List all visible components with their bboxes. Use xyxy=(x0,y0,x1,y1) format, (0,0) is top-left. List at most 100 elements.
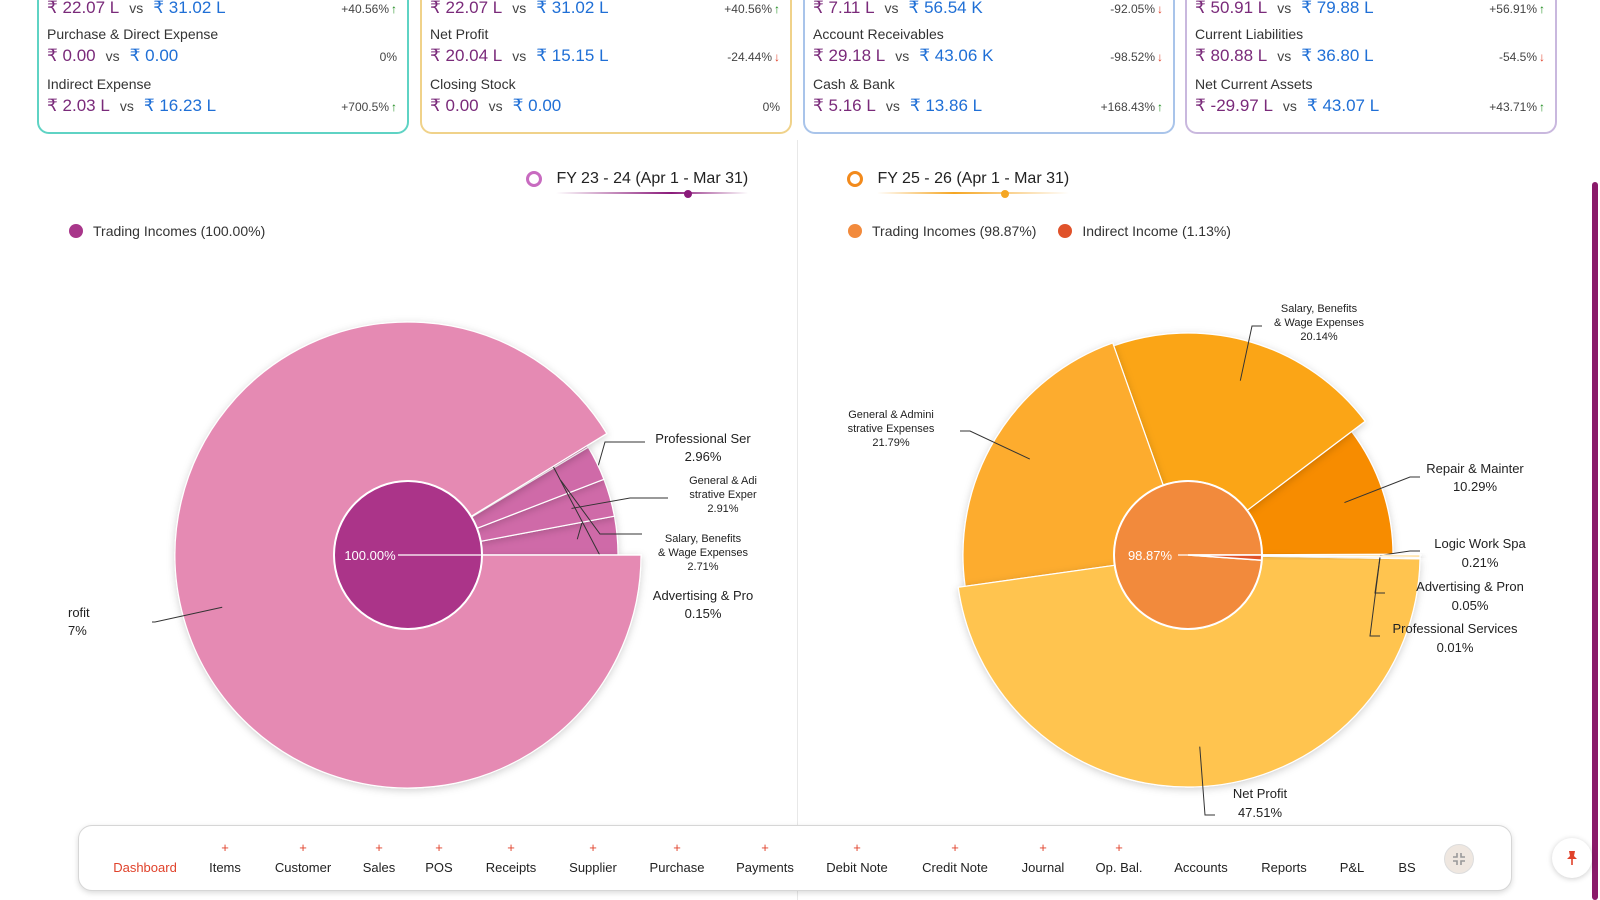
metric-values: ₹ -29.97 L vs ₹ 43.07 L xyxy=(1195,96,1379,116)
inner-pie-label: 98.87% xyxy=(1128,548,1173,563)
nav-item-pos[interactable]: + POS xyxy=(425,826,452,890)
slice-label: 2.71% xyxy=(687,561,718,573)
arrow-up-icon: ↑ xyxy=(1157,100,1163,114)
plus-icon[interactable]: + xyxy=(673,840,681,855)
nav-item-journal[interactable]: + Journal xyxy=(1022,826,1065,890)
slice-label-leader xyxy=(560,480,642,535)
nav-item-credit-note[interactable]: + Credit Note xyxy=(922,826,988,890)
slice-label: 0.21% xyxy=(1462,555,1499,570)
metric-label: Account Receivables xyxy=(813,26,944,42)
current-value: ₹ 0.00 xyxy=(129,46,179,65)
nav-item-payments[interactable]: + Payments xyxy=(736,826,794,890)
card-metric-row: Purchase & Direct Expense ₹ 0.00 vs ₹ 0.00 0… xyxy=(47,18,397,66)
change-percent: +700.5% ↑ xyxy=(341,100,397,114)
nav-item-supplier[interactable]: + Supplier xyxy=(569,826,617,890)
nav-item-purchase[interactable]: + Purchase xyxy=(650,826,705,890)
nav-spacer xyxy=(1340,840,1365,856)
current-value: ₹ 36.80 L xyxy=(1301,46,1374,65)
pin-button[interactable] xyxy=(1552,838,1592,878)
collapse-arrows-icon[interactable] xyxy=(1444,844,1474,874)
slice-label-leader xyxy=(1239,325,1262,381)
nav-label: Accounts xyxy=(1174,860,1228,875)
nav-item-op-bal[interactable]: + Op. Bal. xyxy=(1096,826,1143,890)
nav-item-sales[interactable]: + Sales xyxy=(363,826,396,890)
vs-label: vs xyxy=(884,0,899,16)
pie-chart-fy23-24: Professional Ser 2.96% General & Adi strati… xyxy=(68,321,757,789)
vs-label: vs xyxy=(512,0,527,16)
nav-item-accounts[interactable]: Accounts xyxy=(1174,826,1227,890)
previous-value: ₹ 5.16 L xyxy=(813,96,876,115)
fy-title-left: FY 23 - 24 (Apr 1 - Mar 31) xyxy=(556,170,749,187)
slice-label: Professional Services xyxy=(1393,621,1518,636)
scrollbar[interactable] xyxy=(1592,182,1598,900)
fy-selector-left[interactable]: FY 23 - 24 (Apr 1 - Mar 31) xyxy=(526,170,749,198)
nav-item-items[interactable]: + Items xyxy=(209,826,241,890)
arrow-up-icon: ↑ xyxy=(774,2,780,16)
plus-icon[interactable]: + xyxy=(221,840,229,855)
plus-icon[interactable]: + xyxy=(853,840,861,855)
current-value: ₹ 43.06 K xyxy=(919,46,994,65)
metric-label: Net Current Assets xyxy=(1195,76,1313,92)
card-metric-row: Indirect Expense ₹ 2.03 L vs ₹ 16.23 L +700.… xyxy=(47,68,397,116)
arrow-up-icon: ↑ xyxy=(391,100,397,114)
slice-label-leader xyxy=(960,430,1031,460)
slice-label-leader xyxy=(1379,550,1420,556)
slice-label: 7% xyxy=(68,623,87,638)
fy-selector-right[interactable]: FY 25 - 26 (Apr 1 - Mar 31) xyxy=(847,170,1070,198)
nav-item-customer[interactable]: + Customer xyxy=(275,826,331,890)
slice-label-leader xyxy=(1199,746,1215,816)
plus-icon[interactable]: + xyxy=(507,840,515,855)
summary-card-3[interactable]: ₹ 7.11 L vs ₹ 56.54 K -92.05% ↓ Account Recei… xyxy=(803,0,1175,134)
summary-card-4[interactable]: ₹ 50.91 L vs ₹ 79.88 L +56.91% ↑ Current Liab… xyxy=(1185,0,1557,134)
legend-item[interactable]: Indirect Income (1.13%) xyxy=(1058,223,1231,239)
slice-label: 2.96% xyxy=(685,449,722,464)
card-metric-row: ₹ 7.11 L vs ₹ 56.54 K -92.05% ↓ xyxy=(813,0,1163,36)
legend-item[interactable]: Trading Incomes (98.87%) xyxy=(848,223,1036,239)
nav-item-dashboard[interactable]: Dashboard xyxy=(113,826,177,890)
current-value: ₹ 31.02 L xyxy=(153,0,226,17)
plus-icon[interactable]: + xyxy=(761,840,769,855)
nav-item-reports[interactable]: Reports xyxy=(1261,826,1307,890)
nav-item-p-l[interactable]: P&L xyxy=(1340,826,1365,890)
slice-label: Repair & Mainter xyxy=(1426,461,1524,476)
metric-label: Indirect Expense xyxy=(47,76,152,92)
plus-icon[interactable]: + xyxy=(1039,840,1047,855)
metric-label: Purchase & Direct Expense xyxy=(47,26,219,42)
slice-label: Advertising & Pro xyxy=(653,588,753,603)
plus-icon[interactable]: + xyxy=(435,840,443,855)
nav-label: Customer xyxy=(274,860,332,875)
plus-icon[interactable]: + xyxy=(375,840,383,855)
legend-left: Trading Incomes (100.00%) xyxy=(69,223,283,241)
plus-icon[interactable]: + xyxy=(589,840,597,855)
nav-item-debit-note[interactable]: + Debit Note xyxy=(826,826,887,890)
slice-label: 0.05% xyxy=(1452,598,1489,613)
change-percent: +43.71% ↑ xyxy=(1489,100,1545,114)
previous-value: ₹ 50.91 L xyxy=(1195,0,1268,17)
nav-label: Purchase xyxy=(649,860,705,875)
change-percent: +40.56% ↑ xyxy=(341,2,397,16)
vs-label: vs xyxy=(129,0,144,16)
change-percent: 0% xyxy=(762,100,780,114)
change-percent: -92.05% ↓ xyxy=(1110,2,1163,16)
vs-label: vs xyxy=(488,98,503,114)
plus-icon[interactable]: + xyxy=(1115,840,1123,855)
metric-values: ₹ 0.00 vs ₹ 0.00 xyxy=(47,46,178,66)
vs-label: vs xyxy=(512,48,527,64)
metric-values: ₹ 22.07 L vs ₹ 31.02 L xyxy=(430,0,609,18)
nav-item-bs[interactable]: BS xyxy=(1398,826,1415,890)
previous-value: ₹ 22.07 L xyxy=(430,0,503,17)
summary-card-1[interactable]: ₹ 22.07 L vs ₹ 31.02 L +40.56% ↑ Purchase & D… xyxy=(37,0,409,134)
plus-icon[interactable]: + xyxy=(299,840,307,855)
legend-item[interactable]: Trading Incomes (100.00%) xyxy=(69,223,265,239)
slice-label-leader xyxy=(571,497,668,509)
slice-label: 0.01% xyxy=(1437,640,1474,655)
plus-icon[interactable]: + xyxy=(951,840,959,855)
nav-label: Supplier xyxy=(569,860,617,875)
metric-values: ₹ 0.00 vs ₹ 0.00 xyxy=(430,96,561,116)
nav-item-receipts[interactable]: + Receipts xyxy=(486,826,537,890)
previous-value: ₹ 80.88 L xyxy=(1195,46,1268,65)
current-value: ₹ 56.54 K xyxy=(908,0,983,17)
metric-values: ₹ 29.18 L vs ₹ 43.06 K xyxy=(813,46,993,66)
arrow-down-icon: ↓ xyxy=(1157,2,1163,16)
